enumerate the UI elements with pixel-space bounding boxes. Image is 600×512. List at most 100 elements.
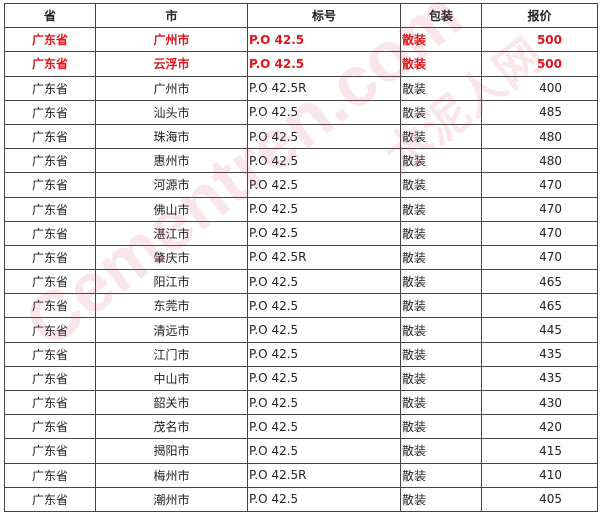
table-row: 广东省 阳江市 P.O 42.5 散装 465 bbox=[4, 269, 598, 295]
table-row: 广东省 揭阳市 P.O 42.5 散装 415 bbox=[4, 438, 598, 464]
cell-province: 广东省 bbox=[4, 365, 96, 392]
cell-grade: P.O 42.5 bbox=[247, 486, 401, 512]
cell-price: 405 bbox=[481, 486, 598, 512]
cell-province: 广东省 bbox=[4, 51, 96, 77]
cell-province: 广东省 bbox=[4, 172, 96, 198]
table-row: 广东省 清远市 P.O 42.5 散装 445 bbox=[4, 317, 598, 343]
cell-province: 广东省 bbox=[4, 244, 96, 271]
cell-province: 广东省 bbox=[4, 99, 96, 125]
cell-grade: P.O 42.5 bbox=[247, 317, 401, 343]
cell-packaging: 散装 bbox=[400, 365, 482, 392]
table-row: 广东省 潮州市 P.O 42.5 散装 405 bbox=[4, 486, 598, 512]
cell-price: 480 bbox=[481, 123, 598, 150]
cell-city: 江门市 bbox=[95, 341, 248, 367]
cell-price: 435 bbox=[481, 365, 598, 392]
cell-grade: P.O 42.5R bbox=[247, 244, 401, 271]
cell-province: 广东省 bbox=[4, 269, 96, 295]
cell-city: 潮州市 bbox=[95, 486, 248, 512]
cell-province: 广东省 bbox=[4, 341, 96, 367]
cell-province: 广东省 bbox=[4, 486, 96, 512]
header-city: 市 bbox=[95, 2, 248, 29]
cell-packaging: 散装 bbox=[400, 414, 482, 440]
cell-price: 410 bbox=[481, 462, 598, 488]
table-row: 广东省 河源市 P.O 42.5 散装 470 bbox=[4, 172, 598, 198]
cell-packaging: 散装 bbox=[400, 244, 482, 271]
cell-city: 韶关市 bbox=[95, 389, 248, 416]
cell-packaging: 散装 bbox=[400, 220, 482, 246]
table-row: 广东省 肇庆市 P.O 42.5R 散装 470 bbox=[4, 244, 598, 271]
table-row: 广东省 茂名市 P.O 42.5 散装 420 bbox=[4, 414, 598, 440]
cell-province: 广东省 bbox=[4, 75, 96, 101]
cell-grade: P.O 42.5 bbox=[247, 220, 401, 246]
cell-packaging: 散装 bbox=[400, 293, 482, 319]
cell-city: 东莞市 bbox=[95, 293, 248, 319]
cell-province: 广东省 bbox=[4, 389, 96, 416]
table-row: 广东省 广州市 P.O 42.5 散装 500 bbox=[4, 27, 598, 53]
table-row: 广东省 湛江市 P.O 42.5 散装 470 bbox=[4, 220, 598, 246]
cell-province: 广东省 bbox=[4, 123, 96, 150]
cell-price: 435 bbox=[481, 341, 598, 367]
cell-packaging: 散装 bbox=[400, 148, 482, 174]
cell-city: 湛江市 bbox=[95, 220, 248, 246]
cell-price: 470 bbox=[481, 172, 598, 198]
cell-city: 佛山市 bbox=[95, 196, 248, 222]
table-row: 广东省 云浮市 P.O 42.5 散装 500 bbox=[4, 51, 598, 77]
cell-packaging: 散装 bbox=[400, 438, 482, 464]
cell-province: 广东省 bbox=[4, 293, 96, 319]
cell-price: 415 bbox=[481, 438, 598, 464]
cell-grade: P.O 42.5 bbox=[247, 414, 401, 440]
header-grade: 标号 bbox=[247, 2, 401, 29]
cell-grade: P.O 42.5 bbox=[247, 27, 401, 53]
cell-packaging: 散装 bbox=[400, 341, 482, 367]
cell-packaging: 散装 bbox=[400, 27, 482, 53]
cell-city: 揭阳市 bbox=[95, 438, 248, 464]
cell-grade: P.O 42.5 bbox=[247, 438, 401, 464]
cell-packaging: 散装 bbox=[400, 196, 482, 222]
cell-city: 梅州市 bbox=[95, 462, 248, 488]
cell-price: 500 bbox=[481, 27, 598, 53]
header-row: 省市标号 包装 报价 bbox=[4, 2, 598, 29]
cell-city: 广州市 bbox=[95, 27, 248, 53]
cell-price: 470 bbox=[481, 196, 598, 222]
cell-grade: P.O 42.5 bbox=[247, 389, 401, 416]
cell-price: 500 bbox=[481, 51, 598, 77]
cell-price: 445 bbox=[481, 317, 598, 343]
cell-price: 465 bbox=[481, 293, 598, 319]
cell-grade: P.O 42.5R bbox=[247, 75, 401, 101]
cell-city: 广州市 bbox=[95, 75, 248, 101]
table-row: 广东省 佛山市 P.O 42.5 散装 470 bbox=[4, 196, 598, 222]
cell-packaging: 散装 bbox=[400, 462, 482, 488]
table-row: 广东省 珠海市 P.O 42.5 散装 480 bbox=[4, 123, 598, 150]
cell-city: 珠海市 bbox=[95, 123, 248, 150]
cell-price: 400 bbox=[481, 75, 598, 101]
cell-price: 480 bbox=[481, 148, 598, 174]
cell-packaging: 散装 bbox=[400, 172, 482, 198]
cell-packaging: 散装 bbox=[400, 389, 482, 416]
cell-city: 中山市 bbox=[95, 365, 248, 392]
cell-packaging: 散装 bbox=[400, 123, 482, 150]
cell-city: 云浮市 bbox=[95, 51, 248, 77]
cell-packaging: 散装 bbox=[400, 51, 482, 77]
cell-city: 汕头市 bbox=[95, 99, 248, 125]
cell-packaging: 散装 bbox=[400, 486, 482, 512]
cell-province: 广东省 bbox=[4, 196, 96, 222]
cell-price: 465 bbox=[481, 269, 598, 295]
cell-city: 惠州市 bbox=[95, 148, 248, 174]
cell-province: 广东省 bbox=[4, 438, 96, 464]
header-price: 报价 bbox=[481, 2, 598, 29]
cell-province: 广东省 bbox=[4, 414, 96, 440]
cell-city: 茂名市 bbox=[95, 414, 248, 440]
cell-city: 河源市 bbox=[95, 172, 248, 198]
cell-grade: P.O 42.5 bbox=[247, 293, 401, 319]
cell-province: 广东省 bbox=[4, 27, 96, 53]
table-row: 广东省 东莞市 P.O 42.5 散装 465 bbox=[4, 293, 598, 319]
table-row: 广东省 梅州市 P.O 42.5R 散装 410 bbox=[4, 462, 598, 488]
table-row: 广东省 中山市 P.O 42.5 散装 435 bbox=[4, 365, 598, 392]
cell-price: 430 bbox=[481, 389, 598, 416]
table-row: 广东省 汕头市 P.O 42.5 散装 485 bbox=[4, 99, 598, 125]
cell-grade: P.O 42.5 bbox=[247, 172, 401, 198]
cell-packaging: 散装 bbox=[400, 269, 482, 295]
table-row: 广东省 江门市 P.O 42.5 散装 435 bbox=[4, 341, 598, 367]
cell-grade: P.O 42.5 bbox=[247, 51, 401, 77]
cell-province: 广东省 bbox=[4, 317, 96, 343]
